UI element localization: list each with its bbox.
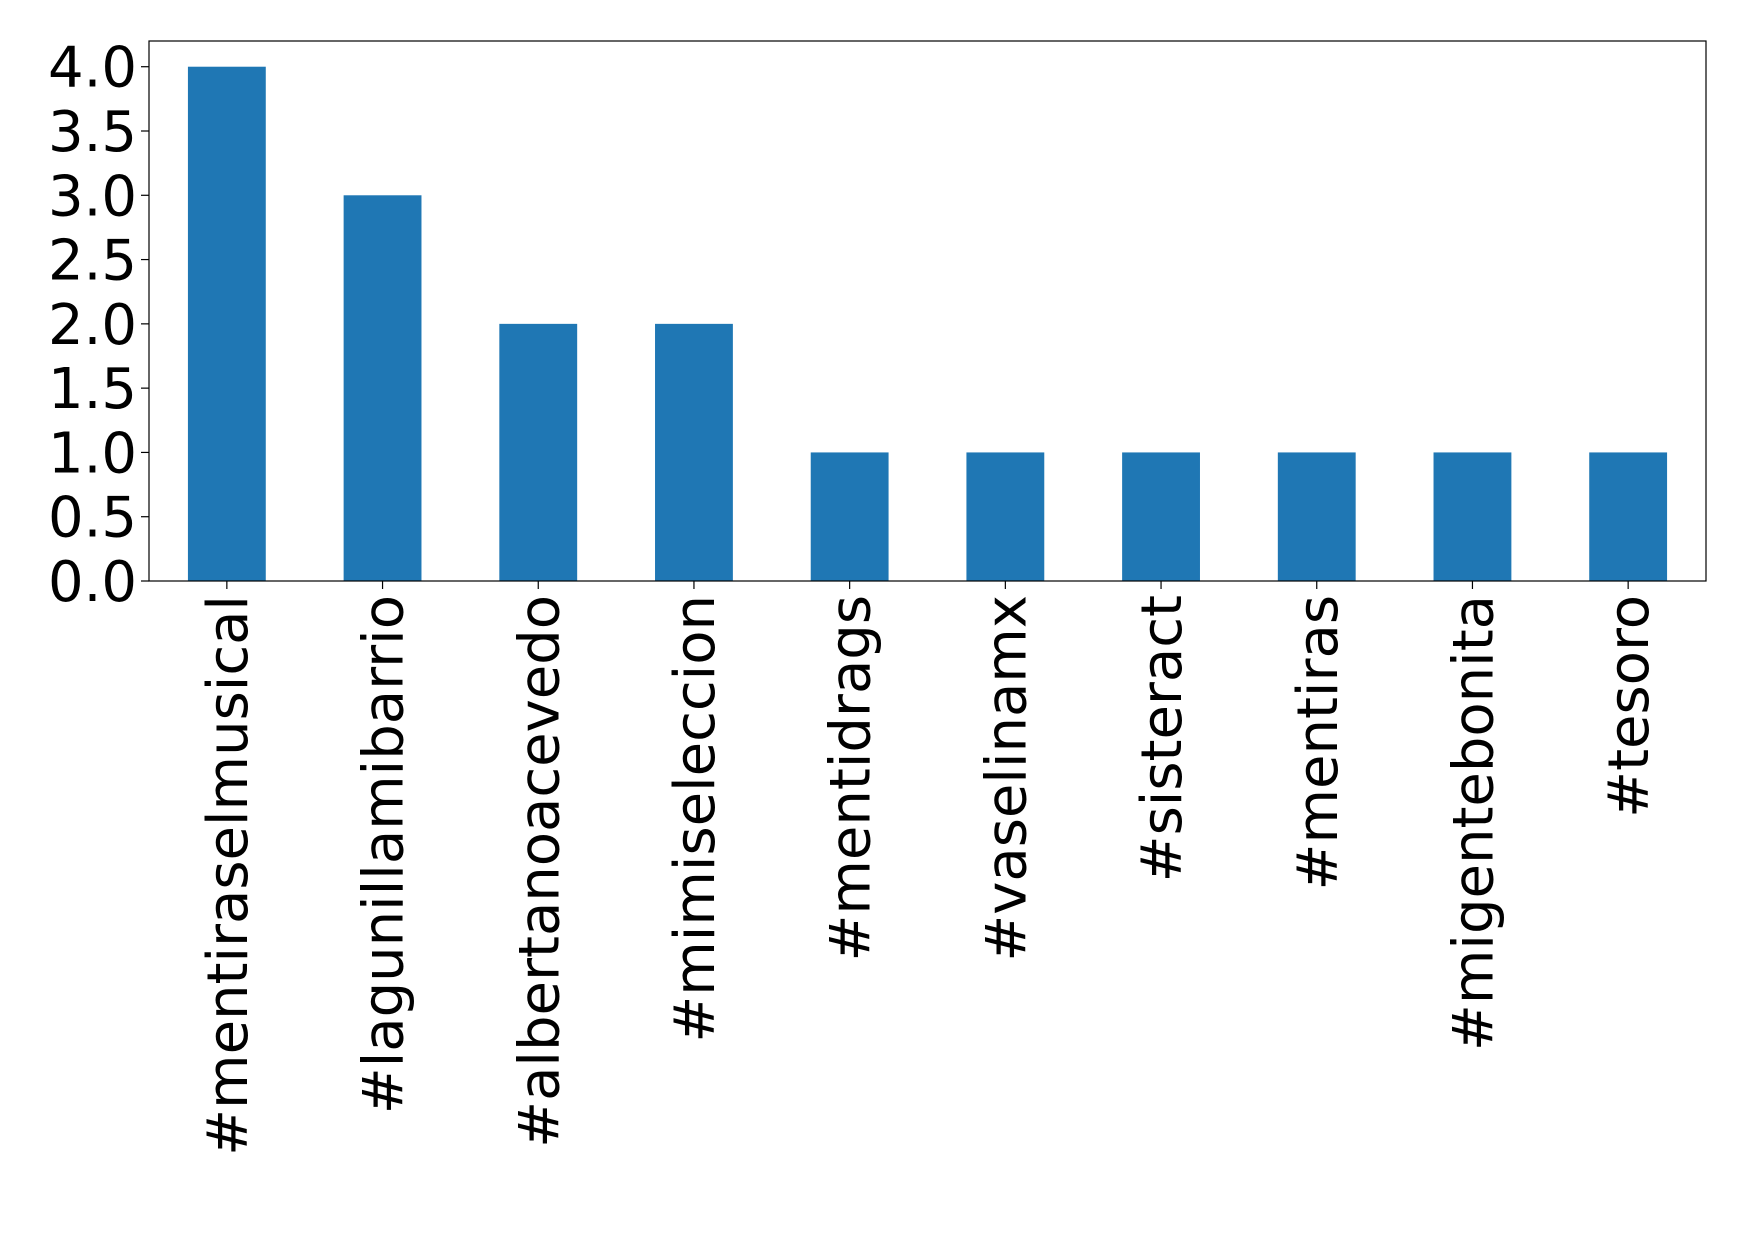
x-tick-label: #mentiraselmusical <box>196 595 261 1156</box>
y-tick-label: 2.5 <box>48 229 137 294</box>
y-tick-label: 3.5 <box>48 100 137 165</box>
x-tick-label: #lagunillamibarrio <box>352 595 417 1114</box>
x-tick-label: #sisteract <box>1130 595 1195 882</box>
bar <box>1589 452 1668 581</box>
x-tick-label: #tesoro <box>1597 595 1662 818</box>
y-tick-label: 2.0 <box>48 293 137 358</box>
y-tick-label: 3.0 <box>48 164 137 229</box>
bar <box>655 323 733 581</box>
bar <box>1122 452 1200 581</box>
x-tick-label: #migentebonita <box>1441 595 1506 1051</box>
plot-frame <box>148 40 1707 582</box>
x-tick-label: #mimiseleccion <box>663 595 728 1043</box>
y-tick-label: 4.0 <box>48 36 137 101</box>
y-tick-label: 1.5 <box>48 357 137 422</box>
y-tick-label: 0.0 <box>48 550 137 615</box>
y-tick-label: 1.0 <box>48 421 137 486</box>
x-tick-label: #albertanoacevedo <box>507 595 572 1148</box>
y-tick-label: 0.5 <box>48 486 137 551</box>
bar <box>1277 452 1356 581</box>
x-tick-label: #mentiras <box>1286 595 1351 890</box>
bar <box>343 195 422 582</box>
x-tick-label: #mentidrags <box>819 595 884 962</box>
bar <box>1433 452 1512 581</box>
bar <box>810 452 889 581</box>
x-tick-label: #vaselinamx <box>974 595 1039 962</box>
bar <box>966 452 1045 581</box>
bar <box>187 66 266 581</box>
bar <box>499 323 578 581</box>
